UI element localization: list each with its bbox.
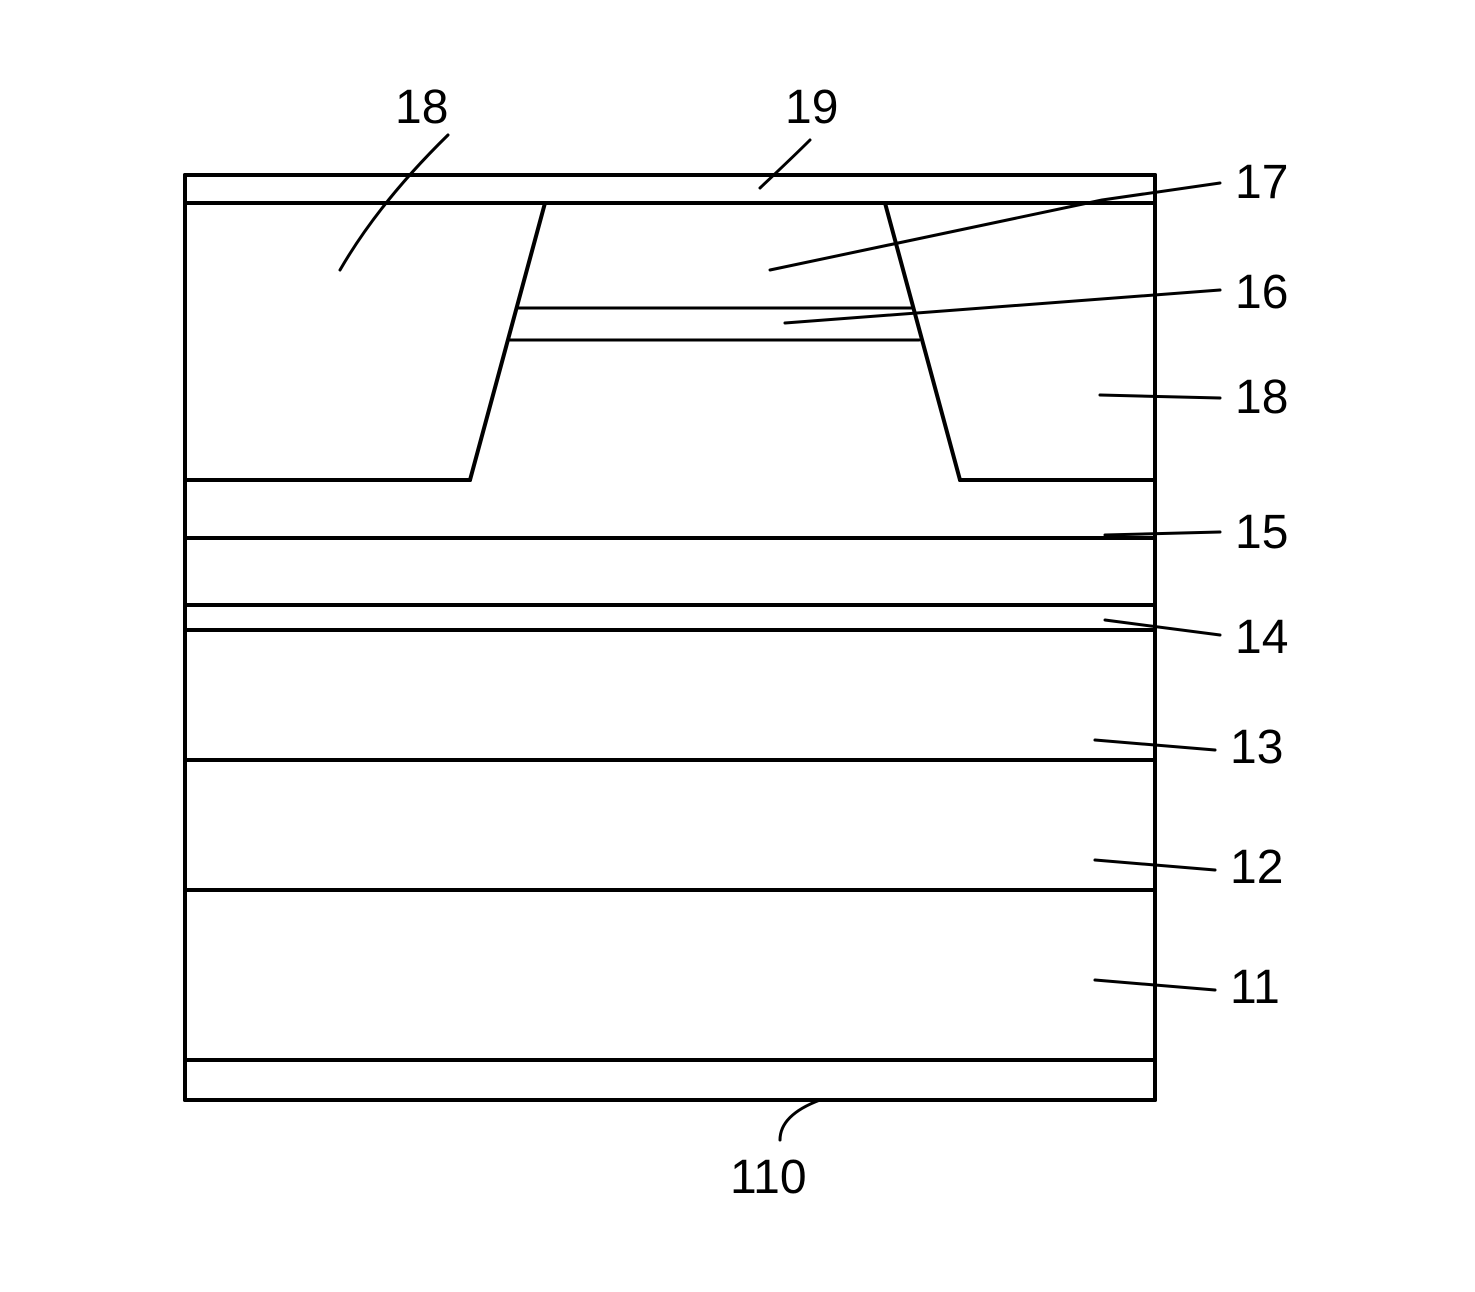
label-15: 15 (1235, 505, 1288, 560)
label-18-top: 18 (395, 80, 448, 135)
diagram-container: 18 19 17 16 18 15 14 13 12 11 110 (40, 40, 1475, 1252)
label-16: 16 (1235, 265, 1288, 320)
label-17: 17 (1235, 155, 1288, 210)
label-18-right: 18 (1235, 370, 1288, 425)
label-12: 12 (1230, 840, 1283, 895)
label-11: 11 (1230, 960, 1280, 1015)
label-13: 13 (1230, 720, 1283, 775)
label-14: 14 (1235, 610, 1288, 665)
label-19: 19 (785, 80, 838, 135)
label-110: 110 (730, 1150, 807, 1205)
